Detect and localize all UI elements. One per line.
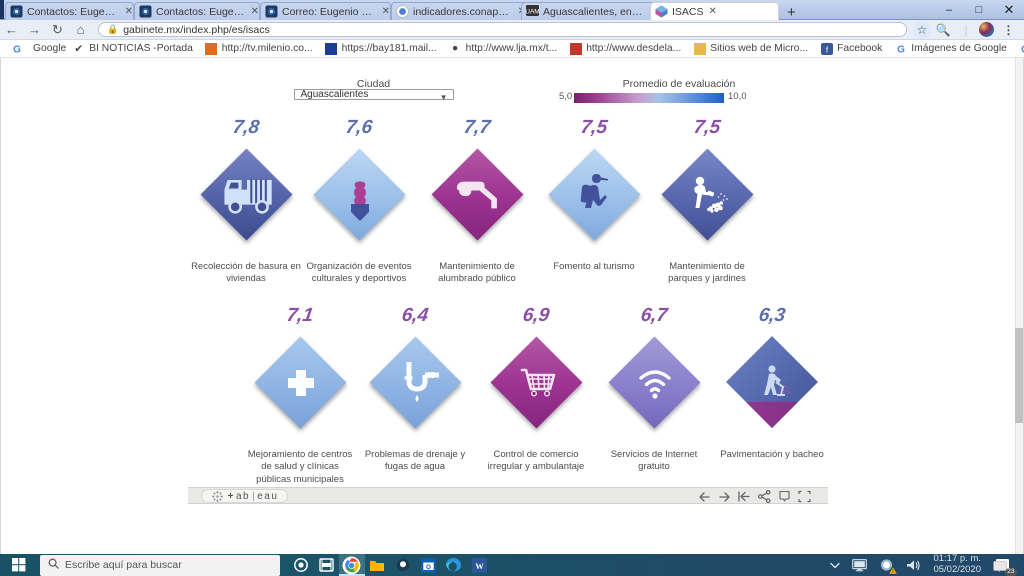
svg-text:UAM: UAM xyxy=(526,9,539,16)
svg-text:G: G xyxy=(13,44,21,55)
svg-text:G: G xyxy=(897,44,905,55)
svg-text:O: O xyxy=(426,564,431,571)
svg-text:W: W xyxy=(475,561,484,571)
